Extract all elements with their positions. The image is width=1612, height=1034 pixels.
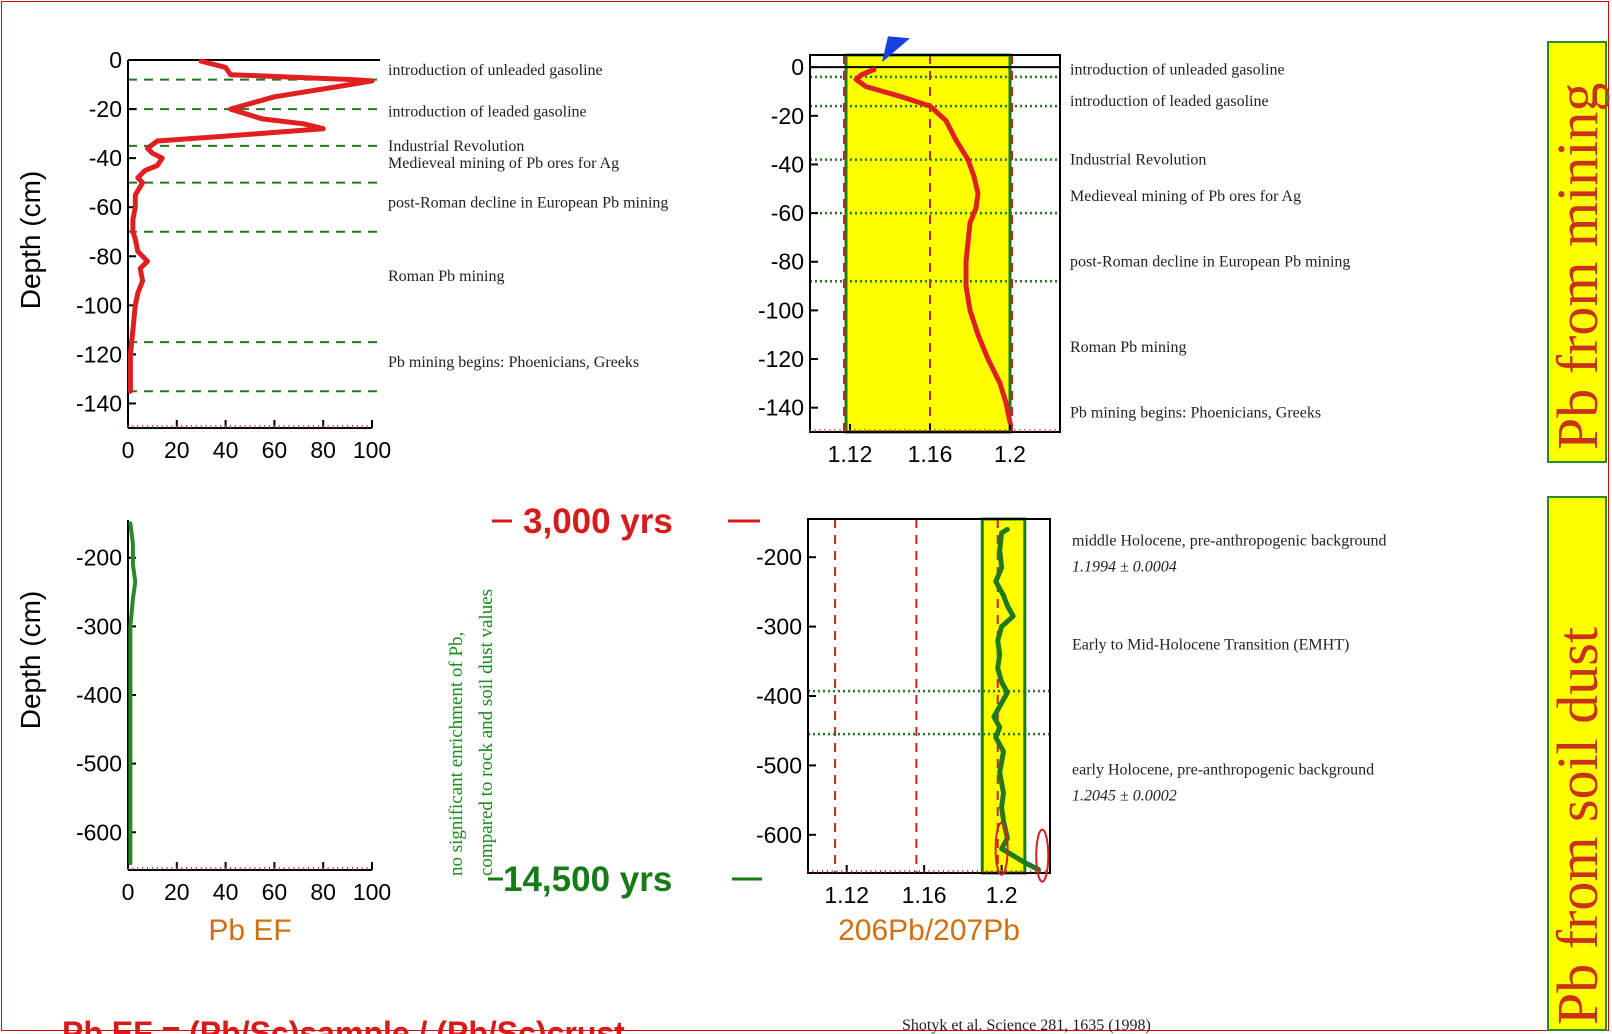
- y-axis-label: Depth (cm): [15, 171, 46, 309]
- x-tick-label: 1.16: [908, 441, 953, 467]
- side-label-mining: Pb from mining: [1545, 41, 1610, 463]
- y-tick-label: -60: [771, 200, 804, 226]
- y-tick-label: 0: [109, 47, 122, 73]
- series-line: [853, 67, 1013, 425]
- y-tick-label: -300: [76, 613, 122, 639]
- y-tick-label: -500: [756, 752, 802, 778]
- x-tick-label: 0: [122, 437, 135, 463]
- years-bottom-label: 14,500 yrs: [503, 860, 672, 899]
- x-tick-label: 80: [310, 879, 336, 905]
- y-tick-label: -20: [89, 96, 122, 122]
- annotation-value: 1.1994 ± 0.0004: [1072, 559, 1177, 576]
- chart-pbef-top: 0 20 40 60 80 100 0 -20 -40 -60 -80 -100 -120 -140 Dep…: [15, 47, 668, 463]
- y-tick-label: -120: [76, 341, 122, 367]
- y-tick-label: -140: [758, 395, 804, 421]
- y-tick-label: -200: [756, 544, 802, 570]
- x-tick-label: 60: [262, 879, 288, 905]
- y-tick-label: -80: [771, 249, 804, 275]
- y-tick-label: -40: [771, 151, 804, 177]
- x-axis-label: Pb EF: [208, 914, 291, 947]
- chart-pbef-bottom: 0 20 40 60 80 100 -200 -300 -400 -500 -600 Depth (c…: [15, 520, 391, 947]
- x-tick-label: 0: [122, 879, 135, 905]
- enrichment-note-line2: compared to rock and soil dust values: [476, 589, 497, 876]
- annotation-value: 1.2045 ± 0.0002: [1072, 788, 1177, 805]
- x-tick-label: 60: [262, 437, 288, 463]
- y-axis-label: Depth (cm): [15, 591, 46, 729]
- x-tick-label: 20: [164, 879, 190, 905]
- arrow-icon: [882, 36, 910, 63]
- highlight-ellipse: [994, 821, 1009, 876]
- years-top: 3,000 yrs: [492, 502, 760, 541]
- enrichment-note-line1: no significant enrichment of Pb,: [446, 632, 467, 876]
- annotation-label: Industrial Revolution: [388, 138, 524, 155]
- annotation-label: Pb mining begins: Phoenicians, Greeks: [388, 354, 639, 371]
- x-tick-label: 20: [164, 437, 190, 463]
- side-text-mining: Pb from mining: [1545, 83, 1610, 450]
- formula: Pb EF = (Pb/Sc)sample / (Pb/Sc)crust: [62, 1015, 625, 1034]
- x-tick-label: 40: [213, 437, 239, 463]
- x-tick-label: 40: [213, 879, 239, 905]
- x-tick-label: 1.12: [824, 882, 869, 908]
- annotation-label: introduction of unleaded gasoline: [388, 62, 603, 79]
- side-label-soil: Pb from soil dust: [1545, 496, 1610, 1031]
- x-axis-label: 206Pb/207Pb: [838, 914, 1020, 947]
- y-tick-label: -500: [76, 751, 122, 777]
- x-tick-label: 100: [353, 437, 391, 463]
- y-tick-label: -400: [756, 683, 802, 709]
- x-tick-label: 1.2: [994, 441, 1026, 467]
- y-tick-label: -200: [76, 545, 122, 571]
- side-box-soil: [1547, 496, 1607, 1031]
- x-tick-label: 1.16: [902, 882, 947, 908]
- annotation-label: Medieveal mining of Pb ores for Ag: [388, 155, 619, 172]
- annotation-label: introduction of leaded gasoline: [388, 104, 587, 121]
- highlight-band: [844, 53, 1012, 434]
- annotation-label: Pb mining begins: Phoenicians, Greeks: [1070, 405, 1321, 422]
- y-tick-label: -100: [76, 292, 122, 318]
- annotation-label: post-Roman decline in European Pb mining: [1070, 254, 1350, 271]
- y-tick-label: -600: [756, 822, 802, 848]
- annotation-label: introduction of leaded gasoline: [1070, 93, 1269, 110]
- annotation-label: Roman Pb mining: [388, 268, 504, 285]
- y-tick-label: -60: [89, 194, 122, 220]
- y-tick-label: -600: [76, 819, 122, 845]
- highlight-ellipse: [1035, 828, 1050, 883]
- y-tick-label: -300: [756, 614, 802, 640]
- years-top-label: 3,000 yrs: [523, 502, 673, 541]
- x-tick-label: 100: [353, 879, 391, 905]
- annotation-label: Early to Mid-Holocene Transition (EMHT): [1072, 637, 1349, 654]
- y-tick-label: -120: [758, 346, 804, 372]
- series-line: [128, 521, 138, 866]
- years-bottom: 14,500 yrs: [488, 860, 762, 899]
- x-tick-label: 1.12: [828, 441, 873, 467]
- y-tick-label: -40: [89, 145, 122, 171]
- chart-ratio-bottom: 1.12 1.16 1.2 -200 -300 -400 -500 -600 206Pb/207…: [756, 517, 1387, 947]
- x-tick-label: 1.2: [986, 882, 1018, 908]
- y-tick-label: -400: [76, 682, 122, 708]
- annotation-label: early Holocene, pre-anthropogenic backgr…: [1072, 762, 1374, 779]
- y-tick-label: -140: [76, 390, 122, 416]
- y-tick-label: -100: [758, 297, 804, 323]
- annotation-label: Industrial Revolution: [1070, 152, 1206, 169]
- annotation-label: middle Holocene, pre-anthropogenic backg…: [1072, 533, 1387, 550]
- side-text-soil: Pb from soil dust: [1545, 627, 1610, 1025]
- chart-ratio-top: 1.12 1.16 1.2 0 -20 -40 -60 -80 -100 -120 -140 intr…: [758, 36, 1350, 467]
- side-box-mining: [1547, 41, 1607, 463]
- series-line: [127, 58, 375, 394]
- y-tick-label: -80: [89, 243, 122, 269]
- annotation-label: post-Roman decline in European Pb mining: [388, 194, 668, 211]
- annotation-label: introduction of unleaded gasoline: [1070, 62, 1285, 79]
- annotation-label: Roman Pb mining: [1070, 339, 1186, 356]
- y-tick-label: 0: [791, 54, 804, 80]
- annotation-label: Medieveal mining of Pb ores for Ag: [1070, 188, 1301, 205]
- citation: Shotyk et al. Science 281, 1635 (1998): [902, 1017, 1151, 1034]
- y-tick-label: -20: [771, 103, 804, 129]
- x-tick-label: 80: [310, 437, 336, 463]
